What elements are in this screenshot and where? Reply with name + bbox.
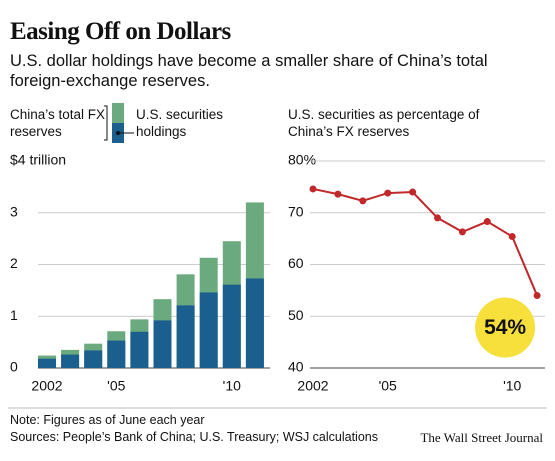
point bbox=[533, 292, 541, 300]
data-label: 54% bbox=[484, 316, 526, 339]
point bbox=[359, 197, 367, 205]
sources: Sources: People’s Bank of China; U.S. Tr… bbox=[10, 430, 378, 444]
point bbox=[334, 190, 342, 198]
x-tick-label: '05 bbox=[379, 378, 397, 394]
bar bbox=[38, 358, 56, 368]
y-tick-label: 40 bbox=[288, 359, 304, 375]
bar bbox=[176, 305, 195, 368]
x-tick-label: '05 bbox=[107, 378, 125, 394]
y-tick-label: 3 bbox=[10, 203, 18, 219]
point bbox=[384, 189, 392, 197]
point bbox=[483, 218, 491, 226]
y-tick-label: $4 trillion bbox=[10, 152, 66, 168]
x-tick-label: 2002 bbox=[31, 378, 62, 394]
legend-dot bbox=[116, 131, 120, 135]
x-tick-label: '10 bbox=[223, 378, 241, 394]
chart-title: U.S. securities as percentage of China’s… bbox=[288, 107, 480, 139]
y-tick-label: 80% bbox=[288, 152, 316, 168]
legend-label: U.S. securities holdings bbox=[136, 107, 224, 139]
y-tick-label: 60 bbox=[288, 255, 304, 271]
credit: The Wall Street Journal bbox=[420, 430, 543, 445]
bar bbox=[199, 292, 218, 368]
bar bbox=[130, 331, 149, 368]
point bbox=[409, 188, 417, 196]
note: Note: Figures as of June each year bbox=[10, 413, 205, 427]
legend-label: China’s total FX reserves bbox=[10, 107, 106, 139]
subtitle: U.S. dollar holdings have become a small… bbox=[10, 52, 488, 90]
bar bbox=[222, 284, 241, 368]
bar bbox=[61, 354, 80, 368]
point bbox=[309, 185, 317, 193]
bar bbox=[245, 278, 264, 368]
x-tick-label: '10 bbox=[503, 378, 521, 394]
point bbox=[508, 233, 516, 241]
bar bbox=[107, 340, 126, 368]
y-tick-label: 50 bbox=[288, 307, 304, 323]
y-tick-label: 1 bbox=[10, 307, 18, 323]
y-tick-label: 70 bbox=[288, 203, 304, 219]
bar bbox=[84, 350, 103, 368]
y-tick-label: 2 bbox=[10, 255, 18, 271]
point bbox=[434, 214, 441, 222]
point bbox=[458, 228, 466, 236]
line bbox=[312, 187, 539, 296]
x-tick-label: 2002 bbox=[297, 378, 328, 394]
bar bbox=[153, 320, 172, 368]
legend-bracket bbox=[104, 105, 108, 141]
title: Easing Off on Dollars bbox=[10, 18, 231, 45]
legend-swatch bbox=[112, 103, 124, 123]
label-bubble bbox=[475, 297, 536, 358]
y-tick-label: 0 bbox=[10, 359, 18, 375]
